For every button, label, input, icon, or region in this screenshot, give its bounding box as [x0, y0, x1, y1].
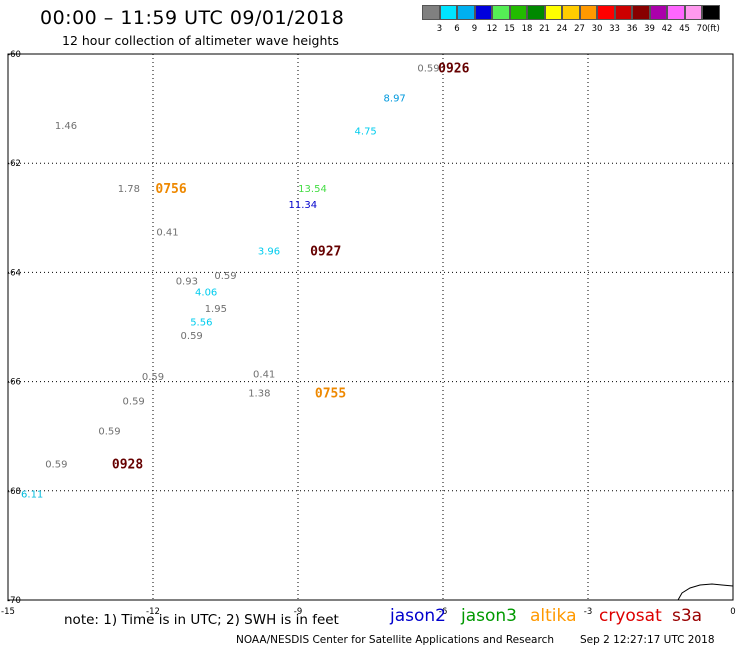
wave-height-label: 4.75	[355, 126, 377, 137]
x-tick-label: -3	[584, 607, 592, 617]
wave-height-label: 0.59	[214, 271, 236, 282]
satellite-jason2: jason2	[390, 606, 446, 626]
legend-swatch	[544, 5, 562, 20]
legend-unit: (ft)	[707, 24, 720, 34]
pass-time-label: 0755	[315, 387, 346, 402]
satellite-s3a: s3a	[672, 606, 703, 626]
legend-label: 18	[521, 24, 533, 34]
map-frame	[7, 53, 734, 601]
wave-height-label: 3.96	[258, 247, 280, 258]
legend-label: 15	[504, 24, 515, 34]
wave-height-label: 0.41	[253, 369, 275, 380]
coastline	[677, 583, 734, 601]
legend-label: 12	[486, 24, 498, 34]
pass-time-label: 0927	[310, 245, 341, 260]
satellite-cryosat: cryosat	[599, 606, 662, 626]
wave-height-label: 4.06	[195, 288, 217, 299]
satellite-jason3: jason3	[461, 606, 517, 626]
legend-label: 42	[661, 24, 673, 34]
wave-height-label: 1.95	[205, 304, 227, 315]
wave-height-label: 0.41	[156, 227, 178, 238]
legend-label: 9	[471, 24, 478, 34]
credit-text: NOAA/NESDIS Center for Satellite Applica…	[236, 634, 554, 646]
wave-height-label: 0.59	[98, 427, 120, 438]
legend-swatch	[474, 5, 492, 20]
wave-height-label: 0.93	[176, 277, 198, 288]
y-tick-label: -60	[7, 50, 21, 60]
legend-swatch	[667, 5, 685, 20]
wave-height-label: 0.59	[142, 372, 164, 383]
map-subtitle: 12 hour collection of altimeter wave hei…	[62, 33, 339, 48]
legend-swatch	[702, 5, 720, 20]
legend-label: 30	[591, 24, 603, 34]
legend-label: 36	[626, 24, 638, 34]
legend-label: 70	[696, 24, 708, 34]
legend-swatch	[457, 5, 475, 20]
wave-height-label: 1.78	[118, 184, 140, 195]
legend-label: 39	[644, 24, 655, 34]
legend-swatch	[614, 5, 632, 20]
x-tick-label: -6	[439, 607, 447, 617]
wave-height-label: 1.46	[55, 121, 77, 132]
y-tick-label: -68	[7, 487, 21, 497]
legend-label: 24	[556, 24, 568, 34]
pass-time-label: 0756	[155, 182, 186, 197]
legend-swatch	[649, 5, 667, 20]
y-tick-label: -70	[7, 596, 21, 606]
generated-time: Sep 2 12:27:17 UTC 2018	[580, 634, 715, 646]
legend-swatch	[422, 5, 440, 20]
footer-note: note: 1) Time is in UTC; 2) SWH is in fe…	[64, 612, 339, 628]
legend-swatch	[579, 5, 597, 20]
satellite-altika: altika	[530, 606, 577, 626]
x-tick-label: 0	[730, 607, 735, 617]
legend-swatch	[562, 5, 580, 20]
y-tick-label: -62	[7, 159, 21, 169]
legend-swatch	[509, 5, 527, 20]
y-tick-label: -66	[7, 378, 21, 388]
legend-label: 45	[679, 24, 690, 34]
pass-time-label: 0928	[112, 458, 143, 473]
wave-height-label: 0.59	[45, 460, 67, 471]
pass-time-label: 0926	[438, 62, 469, 77]
wave-height-label: 1.38	[248, 389, 270, 400]
legend-label: 3	[436, 24, 443, 34]
legend-label: 21	[539, 24, 550, 34]
wave-height-label: 0.59	[181, 331, 203, 342]
wave-height-label: 0.59	[123, 397, 145, 408]
map-title: 00:00 – 11:59 UTC 09/01/2018	[40, 7, 345, 29]
wave-height-label: 13.54	[298, 184, 327, 195]
legend-label: 33	[609, 24, 620, 34]
wave-height-label: 0.59	[417, 64, 439, 75]
x-tick-label: -12	[146, 607, 160, 617]
wave-height-label: 5.56	[190, 318, 212, 329]
legend-label: 27	[574, 24, 585, 34]
legend-swatch	[632, 5, 650, 20]
y-tick-label: -64	[7, 268, 21, 278]
x-tick-label: -9	[294, 607, 302, 617]
x-tick-label: -15	[1, 607, 15, 617]
legend-swatch	[527, 5, 545, 20]
legend-swatch	[492, 5, 510, 20]
wave-height-label: 8.97	[384, 94, 406, 105]
legend-swatch	[684, 5, 702, 20]
wave-height-label: 6.11	[21, 490, 43, 501]
legend-swatch	[439, 5, 457, 20]
wave-height-label: 11.34	[289, 200, 318, 211]
legend-label: 6	[454, 24, 460, 34]
legend-swatch	[597, 5, 615, 20]
